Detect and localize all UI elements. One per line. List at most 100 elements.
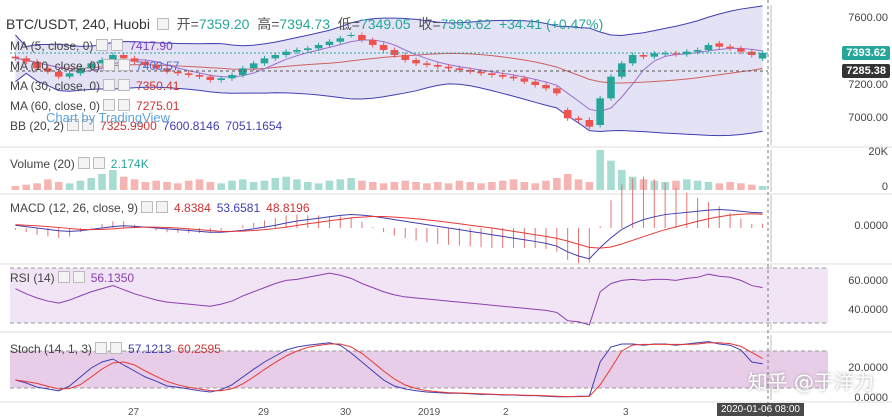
- rsi-line: [15, 272, 763, 326]
- candle-body: [22, 58, 31, 62]
- candle-body: [563, 110, 572, 119]
- candle-body: [607, 76, 615, 99]
- volume-bar: [325, 180, 334, 190]
- time-tick: 2019: [418, 407, 441, 417]
- candle-body: [542, 85, 550, 89]
- volume-bar: [412, 182, 420, 190]
- volume-bar: [368, 182, 377, 190]
- settings-icon: [96, 39, 109, 51]
- candle-body: [358, 35, 366, 40]
- bollinger-upper-line: [15, 5, 763, 48]
- low-value: 7349.05: [359, 16, 411, 32]
- close-icon: [92, 157, 105, 169]
- candle-body: [336, 38, 345, 42]
- volume-bar: [239, 179, 247, 190]
- rsi-tick: 40.0000: [848, 304, 888, 316]
- candle-body: [628, 55, 637, 64]
- volume-bar: [174, 183, 182, 190]
- legend-volume[interactable]: Volume (20) 2.174K: [10, 157, 149, 171]
- volume-bar: [130, 179, 139, 190]
- volume-bar: [271, 178, 280, 190]
- candle-body: [368, 40, 377, 45]
- volume-bar: [758, 186, 767, 190]
- time-tick: 27: [128, 407, 140, 417]
- volume-bar: [477, 183, 485, 190]
- legend-ma30[interactable]: MA (30, close, 0) 7350.41: [10, 79, 180, 93]
- time-tick: 30: [340, 407, 352, 417]
- candle-body: [325, 41, 334, 45]
- volume-bar: [65, 183, 74, 190]
- volume-bar: [693, 180, 702, 190]
- volume-tick: 20K: [868, 146, 888, 158]
- candle-body: [87, 63, 96, 69]
- candle-body: [704, 45, 713, 50]
- volume-bar: [22, 184, 31, 190]
- candle-body: [130, 58, 139, 62]
- legend-ma5[interactable]: MA (5, close, 0) 7417.90: [10, 39, 173, 53]
- macd-tick: 0.0000: [854, 220, 888, 232]
- volume-bar: [542, 180, 550, 190]
- settings-icon: [103, 99, 116, 111]
- candle-body: [239, 68, 247, 75]
- last-price-tag: 7393.62: [842, 46, 890, 60]
- chevron-down-icon[interactable]: [156, 18, 169, 30]
- volume-bar: [444, 183, 453, 190]
- candle-body: [639, 55, 648, 57]
- volume-bar: [260, 180, 269, 190]
- candle-body: [44, 68, 52, 72]
- price-tick: 7600.00: [848, 12, 888, 24]
- price-tick: 7000.00: [848, 112, 888, 124]
- close-icon: [82, 119, 95, 131]
- candle-body: [650, 53, 659, 57]
- legend-stoch[interactable]: Stoch (14, 1, 3) 57.1213 60.2595: [10, 342, 221, 356]
- legend-rsi[interactable]: RSI (14) 56.1350: [10, 271, 135, 285]
- legend-macd[interactable]: MACD (12, 26, close, 9) 4.8384 53.6581 48.8…: [10, 201, 310, 215]
- open-value: 7359.20: [198, 16, 250, 32]
- volume-bar: [195, 179, 204, 190]
- volume-bar: [206, 182, 215, 190]
- stoch-tick: 0.0000: [854, 392, 888, 404]
- close-icon: [118, 59, 131, 71]
- volume-bar: [152, 180, 160, 190]
- candle-body: [596, 98, 604, 125]
- low-label: 低=: [337, 16, 360, 32]
- volume-bar: [466, 182, 475, 190]
- candle-body: [758, 52, 767, 59]
- volume-bar: [314, 183, 323, 190]
- close-icon: [156, 201, 169, 213]
- settings-icon: [95, 342, 108, 354]
- rsi-band: [10, 268, 828, 323]
- candle-body: [488, 73, 496, 75]
- candle-body: [520, 78, 529, 82]
- candle-body: [152, 65, 160, 69]
- ma-line: [15, 52, 763, 84]
- candle-body: [184, 73, 193, 75]
- candle-body: [314, 45, 323, 49]
- candle-body: [693, 50, 702, 52]
- settings-icon: [57, 271, 70, 283]
- time-tick: 29: [258, 407, 270, 417]
- volume-bar: [119, 176, 128, 190]
- symbol-title[interactable]: BTC/USDT, 240, Huobi: [6, 16, 150, 32]
- settings-icon: [141, 201, 154, 213]
- legend-ma10[interactable]: MA (10, close, 0) 7403.57: [10, 59, 180, 73]
- candle-body: [65, 73, 74, 77]
- candle-body: [303, 48, 312, 50]
- settings-icon: [103, 79, 116, 91]
- candle-body: [715, 43, 724, 47]
- volume-bar: [293, 179, 301, 190]
- legend-ma60[interactable]: MA (60, close, 0) 7275.01: [10, 99, 180, 113]
- volume-tick: 0: [881, 181, 888, 193]
- candle-body: [585, 120, 594, 127]
- candle-body: [498, 75, 507, 77]
- close-icon: [118, 79, 131, 91]
- volume-bar: [336, 179, 345, 190]
- candle-body: [109, 55, 117, 60]
- legend-bb[interactable]: BB (20, 2) 7325.9900 7600.8146 7051.1654: [10, 119, 283, 133]
- candle-body: [574, 118, 583, 120]
- volume-bar: [433, 182, 442, 190]
- volume-bar: [33, 183, 41, 190]
- volume-bar: [585, 182, 594, 190]
